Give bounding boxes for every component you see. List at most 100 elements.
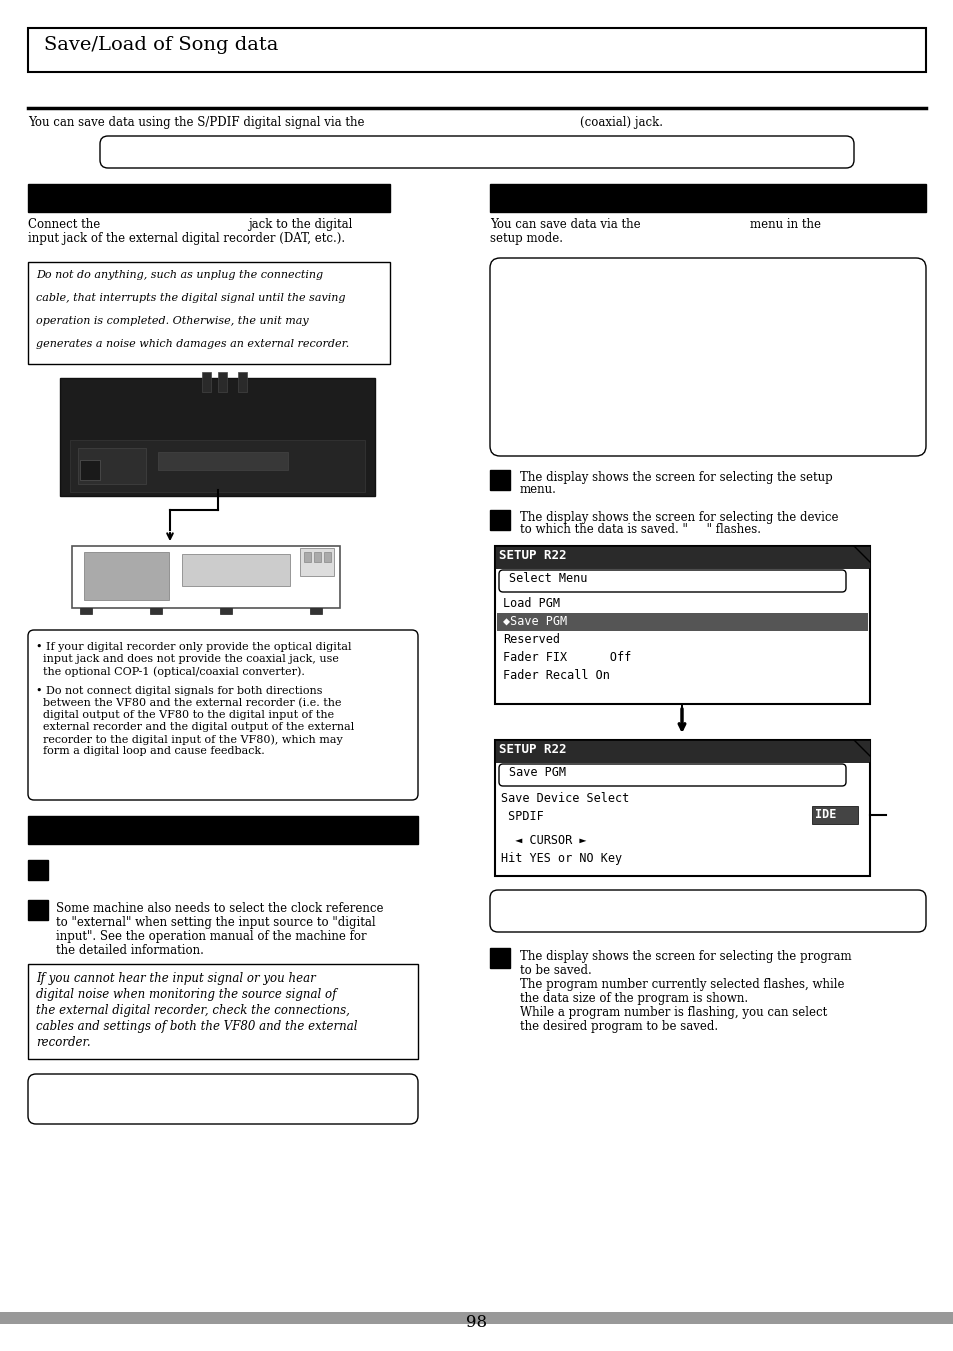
Text: setup mode.: setup mode.	[490, 232, 562, 245]
Text: the data size of the program is shown.: the data size of the program is shown.	[519, 992, 747, 1005]
FancyBboxPatch shape	[498, 765, 845, 786]
Text: Reserved: Reserved	[502, 634, 559, 646]
Bar	[237, 372, 247, 392]
Text: Connect the: Connect the	[28, 218, 100, 231]
Text: You can save data using the S/PDIF digital signal via the: You can save data using the S/PDIF digit…	[28, 116, 364, 128]
Bar	[490, 509, 510, 530]
Bar	[202, 372, 211, 392]
Bar	[495, 546, 869, 567]
Text: the desired program to be saved.: the desired program to be saved.	[519, 1020, 718, 1034]
Bar	[495, 740, 869, 762]
FancyBboxPatch shape	[490, 890, 925, 932]
Text: to be saved.: to be saved.	[519, 965, 591, 977]
FancyBboxPatch shape	[498, 570, 845, 592]
Text: menu in the: menu in the	[749, 218, 821, 231]
Text: the optional COP-1 (optical/coaxial converter).: the optional COP-1 (optical/coaxial conv…	[36, 666, 305, 677]
Text: to "external" when setting the input source to "digital: to "external" when setting the input sou…	[56, 916, 375, 929]
Text: Fader FIX      Off: Fader FIX Off	[502, 651, 631, 663]
Text: ◆Save PGM: ◆Save PGM	[502, 615, 566, 628]
Text: SETUP R22: SETUP R22	[498, 549, 566, 562]
Text: jack to the digital: jack to the digital	[248, 218, 352, 231]
Text: You can save data via the: You can save data via the	[490, 218, 640, 231]
Text: Hit YES or NO Key: Hit YES or NO Key	[500, 852, 621, 865]
Bar	[28, 900, 48, 920]
Text: Save PGM: Save PGM	[509, 766, 565, 780]
Bar	[324, 553, 331, 562]
Text: IDE: IDE	[814, 808, 836, 821]
Bar	[28, 816, 417, 844]
Bar	[495, 546, 869, 704]
Bar	[497, 613, 867, 631]
Text: Save Device Select: Save Device Select	[500, 792, 629, 805]
Text: cable, that interrupts the digital signal until the saving: cable, that interrupts the digital signa…	[36, 293, 345, 303]
Bar	[78, 449, 146, 484]
Text: 98: 98	[466, 1315, 487, 1331]
Bar	[490, 470, 510, 490]
Text: the external digital recorder, check the connections,: the external digital recorder, check the…	[36, 1004, 350, 1017]
Text: If you cannot hear the input signal or you hear: If you cannot hear the input signal or y…	[36, 971, 315, 985]
Text: The program number currently selected flashes, while: The program number currently selected fl…	[519, 978, 843, 992]
Text: SPDIF: SPDIF	[500, 811, 543, 823]
Bar	[28, 861, 48, 880]
Bar	[811, 807, 857, 824]
FancyBboxPatch shape	[28, 1074, 417, 1124]
FancyBboxPatch shape	[490, 258, 925, 457]
Text: generates a noise which damages an external recorder.: generates a noise which damages an exter…	[36, 339, 349, 349]
Text: Do not do anything, such as unplug the connecting: Do not do anything, such as unplug the c…	[36, 270, 323, 280]
Text: recorder to the digital input of the VF80), which may: recorder to the digital input of the VF8…	[36, 734, 342, 744]
Bar	[310, 608, 322, 613]
Bar	[28, 184, 390, 212]
Bar	[28, 28, 925, 72]
Bar	[490, 184, 925, 212]
Text: the detailed information.: the detailed information.	[56, 944, 204, 957]
Bar	[71, 546, 339, 608]
Bar	[84, 553, 169, 600]
Bar	[80, 459, 100, 480]
Text: The display shows the screen for selecting the setup: The display shows the screen for selecti…	[519, 471, 832, 484]
Text: input". See the operation manual of the machine for: input". See the operation manual of the …	[56, 929, 366, 943]
Bar	[28, 262, 390, 363]
Text: • Do not connect digital signals for both directions: • Do not connect digital signals for bot…	[36, 686, 322, 696]
Text: digital noise when monitoring the source signal of: digital noise when monitoring the source…	[36, 988, 336, 1001]
Text: between the VF80 and the external recorder (i.e. the: between the VF80 and the external record…	[36, 698, 341, 708]
Bar	[28, 965, 417, 1059]
Text: Some machine also needs to select the clock reference: Some machine also needs to select the cl…	[56, 902, 383, 915]
Bar	[490, 948, 510, 969]
Bar	[680, 704, 682, 730]
Bar	[218, 372, 227, 392]
Text: (coaxial) jack.: (coaxial) jack.	[579, 116, 662, 128]
Text: cables and settings of both the VF80 and the external: cables and settings of both the VF80 and…	[36, 1020, 357, 1034]
Bar	[314, 553, 320, 562]
Bar	[60, 378, 375, 496]
Text: input jack of the external digital recorder (DAT, etc.).: input jack of the external digital recor…	[28, 232, 345, 245]
FancyBboxPatch shape	[28, 630, 417, 800]
Bar	[495, 740, 869, 875]
Bar	[304, 553, 311, 562]
Bar	[80, 608, 91, 613]
Text: menu.: menu.	[519, 484, 557, 496]
Text: external recorder and the digital output of the external: external recorder and the digital output…	[36, 721, 354, 732]
Text: The display shows the screen for selecting the program: The display shows the screen for selecti…	[519, 950, 851, 963]
Bar	[182, 554, 290, 586]
Bar	[70, 440, 365, 492]
Bar	[220, 608, 232, 613]
Text: input jack and does not provide the coaxial jack, use: input jack and does not provide the coax…	[36, 654, 338, 663]
Text: The display shows the screen for selecting the device: The display shows the screen for selecti…	[519, 511, 838, 524]
Text: Fader Recall On: Fader Recall On	[502, 669, 609, 682]
Text: Save/Load of Song data: Save/Load of Song data	[44, 36, 278, 54]
Bar	[150, 608, 162, 613]
Text: to which the data is saved. "     " flashes.: to which the data is saved. " " flashes.	[519, 523, 760, 536]
Text: form a digital loop and cause feedback.: form a digital loop and cause feedback.	[36, 746, 265, 757]
Text: While a program number is flashing, you can select: While a program number is flashing, you …	[519, 1006, 826, 1019]
Text: Select Menu: Select Menu	[509, 571, 587, 585]
Text: recorder.: recorder.	[36, 1036, 91, 1048]
Text: SETUP R22: SETUP R22	[498, 743, 566, 757]
Bar	[0, 1312, 953, 1324]
Text: Load PGM: Load PGM	[502, 597, 559, 611]
Bar	[158, 453, 288, 470]
Text: operation is completed. Otherwise, the unit may: operation is completed. Otherwise, the u…	[36, 316, 309, 326]
FancyBboxPatch shape	[100, 136, 853, 168]
Text: ◄ CURSOR ►: ◄ CURSOR ►	[500, 834, 586, 847]
Text: • If your digital recorder only provide the optical digital: • If your digital recorder only provide …	[36, 642, 351, 653]
Bar	[299, 549, 334, 576]
